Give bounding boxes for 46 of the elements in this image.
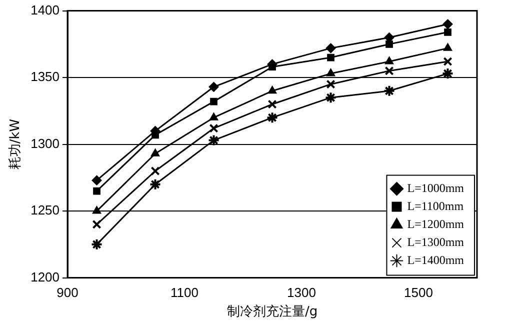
point [327, 54, 334, 62]
point [443, 56, 452, 66]
point [326, 68, 336, 76]
legend-label: L=1300mm [407, 234, 465, 249]
point [208, 134, 220, 146]
point [149, 178, 162, 190]
point [92, 175, 102, 186]
point [326, 43, 336, 54]
x-tick-label: 1500 [404, 285, 433, 300]
point [442, 68, 454, 80]
legend-label: L=1000mm [407, 180, 465, 195]
point [92, 220, 102, 229]
point [210, 98, 218, 106]
point [324, 92, 337, 104]
point [209, 124, 218, 133]
point [208, 82, 219, 92]
legend-label: L=1200mm [407, 216, 465, 231]
y-axis-title: 耗功/kW [8, 118, 24, 170]
point [268, 100, 277, 109]
y-tick-label: 1350 [30, 69, 60, 84]
point [92, 206, 102, 214]
x-tick-label: 900 [56, 285, 78, 300]
point [266, 112, 278, 124]
y-tick-label: 1250 [30, 202, 60, 218]
y-tick-label: 1200 [30, 269, 60, 284]
point [442, 19, 453, 30]
point [90, 238, 103, 250]
y-tick-label: 1300 [30, 136, 60, 151]
point [268, 86, 277, 94]
y-tick-label: 1400 [30, 2, 60, 18]
point [384, 66, 394, 76]
point [326, 80, 336, 89]
point [150, 148, 160, 156]
point [444, 28, 452, 36]
legend-label: L=1100mm [407, 198, 464, 213]
point [209, 112, 218, 120]
point [384, 56, 394, 64]
point [383, 84, 396, 97]
x-axis-title: 制冷剂充注量/g [226, 304, 318, 320]
point [386, 40, 393, 48]
point [443, 43, 452, 51]
x-tick-label: 1300 [287, 285, 316, 300]
point [93, 187, 100, 195]
point [150, 166, 160, 176]
legend-label: L=1400mm [407, 252, 465, 267]
x-tick-label: 1100 [170, 285, 198, 300]
